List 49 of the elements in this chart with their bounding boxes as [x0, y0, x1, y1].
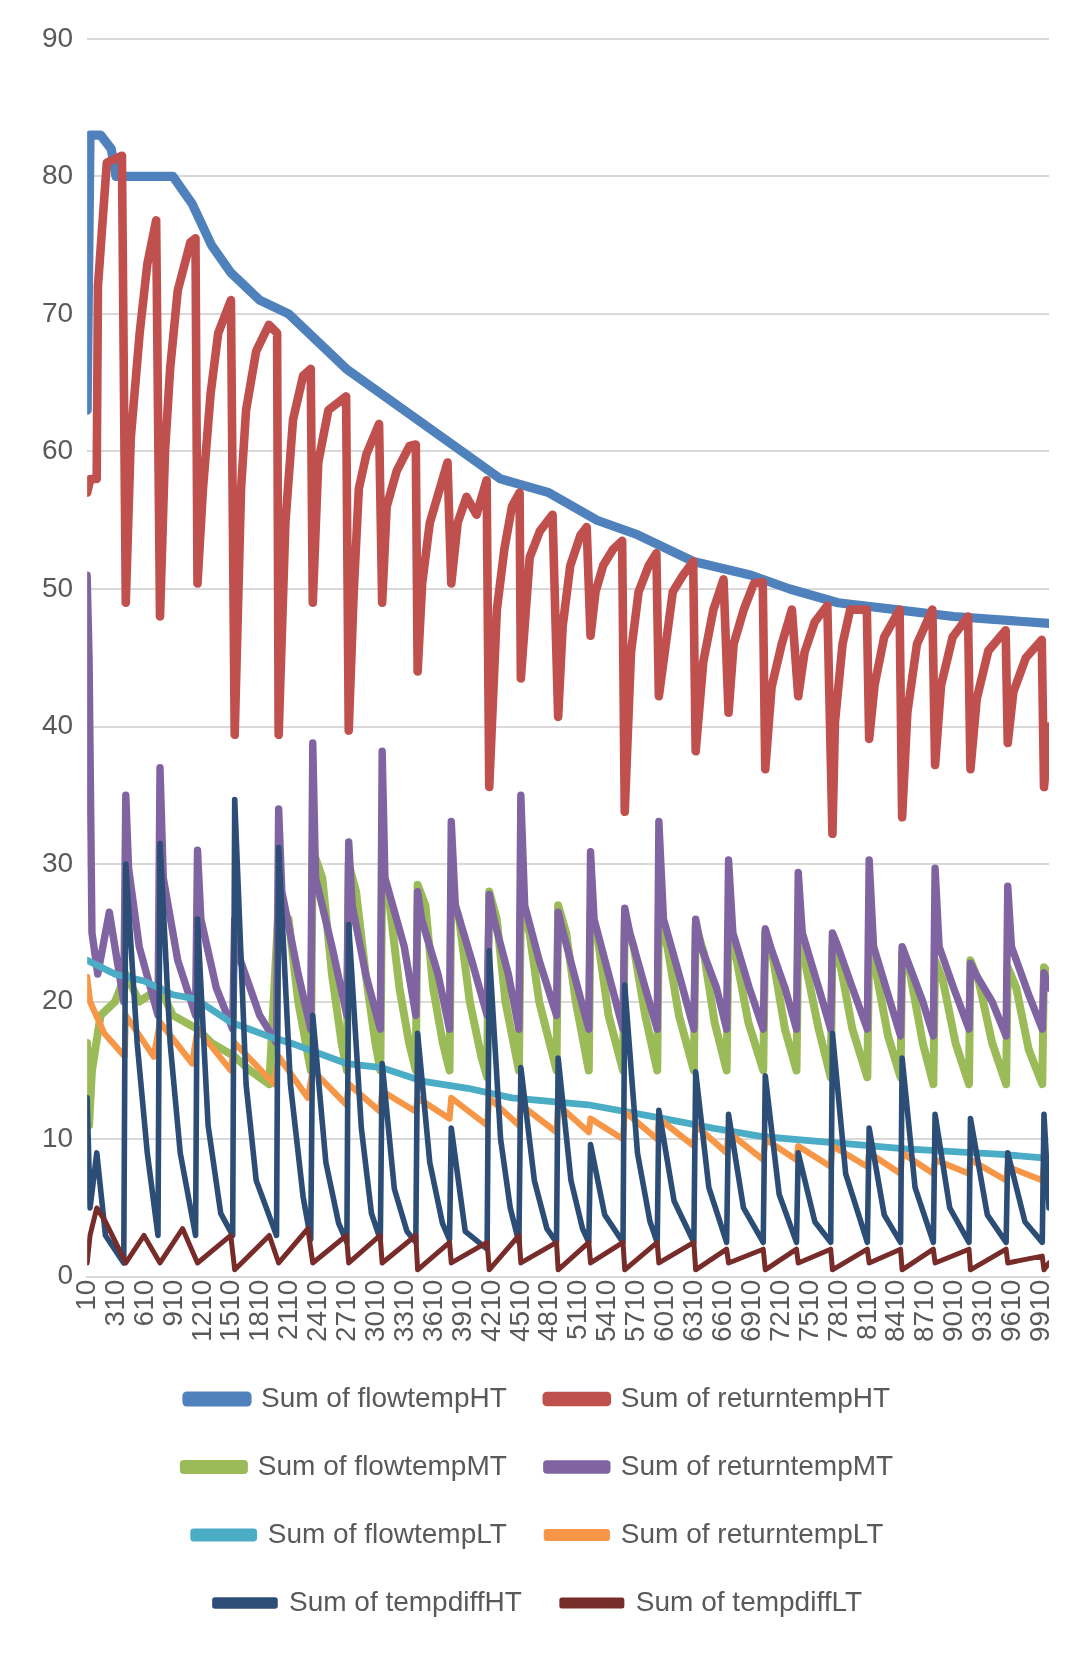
x-tick-label: 9610 — [995, 1279, 1027, 1343]
x-tick-label: 9310 — [966, 1279, 998, 1343]
x-tick-label: 1810 — [243, 1279, 275, 1343]
legend-label: Sum of flowtempHT — [260, 1381, 507, 1413]
legend-label: Sum of returntempMT — [620, 1449, 894, 1481]
y-tick-label: 30 — [41, 846, 74, 878]
x-tick-label: 4810 — [532, 1279, 564, 1343]
x-tick-label: 7210 — [763, 1279, 795, 1343]
x-tick-label: 5110 — [561, 1279, 593, 1340]
x-tick-label: 5410 — [590, 1279, 622, 1343]
x-tick-label: 4510 — [503, 1279, 535, 1343]
x-tick-label: 4210 — [474, 1279, 506, 1343]
y-tick-label: 10 — [41, 1121, 74, 1153]
x-tick-label: 9910 — [1024, 1279, 1056, 1343]
y-tick-label: 50 — [41, 571, 74, 603]
x-tick-label: 7510 — [792, 1279, 824, 1343]
y-tick-label: 80 — [41, 159, 74, 191]
x-tick-label: 8710 — [908, 1279, 940, 1343]
x-tick-label: 5710 — [619, 1279, 651, 1343]
x-tick-label: 8410 — [879, 1279, 911, 1343]
x-tick-label: 8110 — [850, 1279, 882, 1340]
y-tick-label: 0 — [57, 1259, 74, 1291]
x-tick-label: 6910 — [734, 1279, 766, 1343]
legend-label: Sum of returntempHT — [620, 1381, 891, 1413]
x-tick-label: 1510 — [214, 1279, 246, 1343]
y-tick-label: 40 — [41, 709, 74, 741]
x-tick-label: 3610 — [416, 1279, 448, 1343]
x-tick-label: 3910 — [445, 1279, 477, 1343]
legend-label: Sum of flowtempLT — [267, 1517, 507, 1549]
y-tick-label: 20 — [41, 984, 74, 1016]
legend-label: Sum of tempdiffLT — [635, 1585, 863, 1617]
x-tick-label: 310 — [98, 1279, 130, 1327]
x-tick-label: 9010 — [937, 1279, 969, 1343]
x-tick-label: 610 — [127, 1279, 159, 1327]
x-tick-label: 7810 — [821, 1279, 853, 1343]
x-tick-label: 2110 — [272, 1279, 304, 1340]
x-tick-label: 910 — [156, 1279, 188, 1327]
legend-label: Sum of flowtempMT — [257, 1449, 507, 1481]
x-tick-label: 6010 — [648, 1279, 680, 1343]
x-tick-label: 3310 — [387, 1279, 419, 1343]
y-tick-label: 90 — [41, 21, 74, 53]
legend-label: Sum of tempdiffHT — [288, 1585, 522, 1617]
x-tick-label: 2710 — [330, 1279, 362, 1343]
y-tick-label: 60 — [41, 434, 74, 466]
legend-label: Sum of returntempLT — [620, 1517, 884, 1549]
x-tick-label: 2410 — [301, 1279, 333, 1343]
y-tick-label: 70 — [41, 296, 74, 328]
x-tick-label: 1210 — [185, 1279, 217, 1343]
x-tick-label: 3010 — [359, 1279, 390, 1343]
